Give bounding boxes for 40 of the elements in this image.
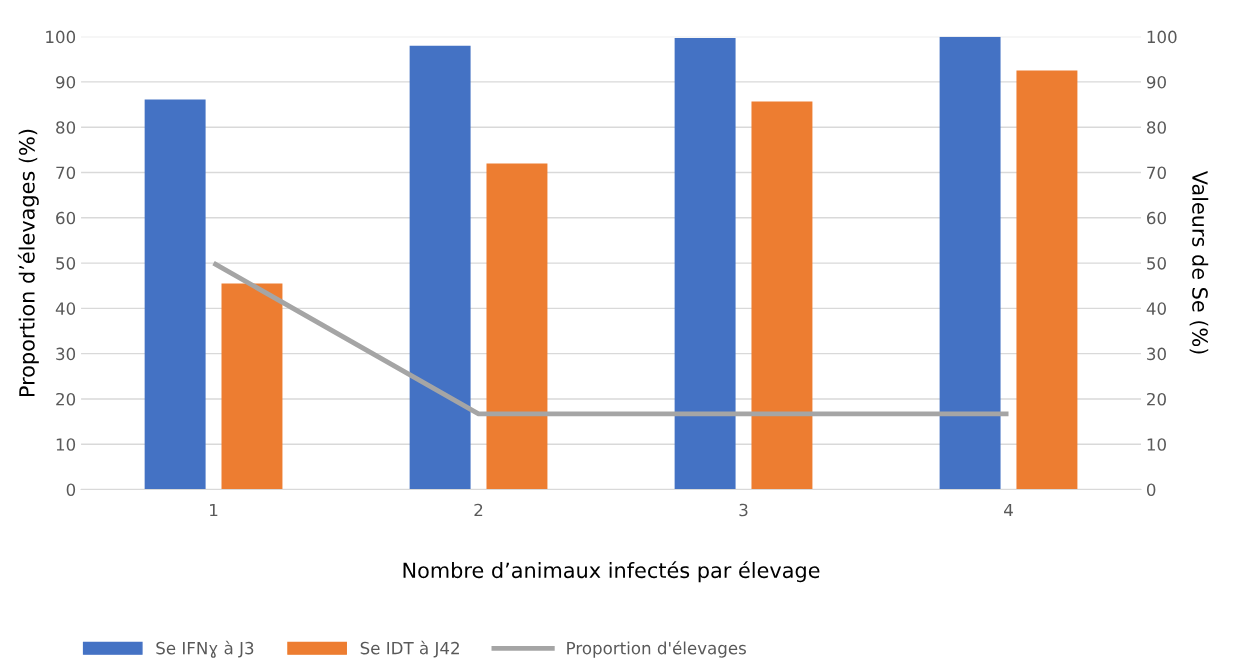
bar bbox=[409, 45, 471, 490]
y2-tick-label: 40 bbox=[1146, 302, 1166, 315]
y2-tick-label: 10 bbox=[1147, 438, 1166, 451]
y-tick-label: 100 bbox=[46, 30, 76, 44]
bar bbox=[751, 101, 813, 490]
y-tick-label: 0 bbox=[66, 483, 76, 497]
bar bbox=[674, 37, 736, 490]
y2-tick-label: 30 bbox=[1147, 347, 1166, 361]
y2-tick-label: 0 bbox=[1146, 483, 1156, 497]
x-tick-label: 3 bbox=[739, 503, 748, 517]
y-tick-label: 30 bbox=[56, 347, 76, 361]
y-axis-title: Proportion d’élevages (%) bbox=[17, 129, 39, 397]
y2-tick-label: 90 bbox=[1146, 75, 1166, 89]
x-tick-label: 2 bbox=[474, 503, 483, 517]
y-tick-label: 50 bbox=[56, 257, 76, 270]
y-tick-label: 20 bbox=[56, 392, 76, 406]
bar bbox=[486, 163, 548, 490]
bar bbox=[221, 283, 283, 490]
y2-tick-label: 80 bbox=[1147, 121, 1166, 134]
legend-label: Se IDT à J42 bbox=[360, 640, 459, 658]
bar bbox=[144, 99, 206, 490]
legend-label: Se IFNɣ à J3 bbox=[156, 640, 254, 658]
y2-tick-label: 70 bbox=[1147, 166, 1166, 180]
legend-label: Proportion d'élevages bbox=[567, 640, 746, 658]
y-tick-label: 60 bbox=[56, 211, 76, 225]
x-tick-label: 1 bbox=[210, 503, 218, 517]
y2-tick-label: 50 bbox=[1147, 257, 1166, 270]
bar bbox=[939, 36, 1001, 490]
y-tick-label: 40 bbox=[55, 302, 76, 315]
bar bbox=[1016, 70, 1078, 490]
x-tick-label: 4 bbox=[1004, 503, 1013, 517]
y2-tick-label: 100 bbox=[1147, 30, 1177, 44]
y-tick-label: 70 bbox=[56, 166, 76, 180]
y2-axis-title: Valeurs de Se (%) bbox=[1189, 170, 1209, 354]
y2-tick-label: 20 bbox=[1147, 392, 1166, 406]
y-tick-label: 90 bbox=[56, 75, 76, 89]
y-tick-label: 10 bbox=[56, 438, 76, 451]
y-tick-label: 80 bbox=[56, 121, 76, 134]
y2-tick-label: 60 bbox=[1147, 211, 1166, 225]
x-axis-title: Nombre d’animaux infectés par élevage bbox=[403, 561, 820, 583]
